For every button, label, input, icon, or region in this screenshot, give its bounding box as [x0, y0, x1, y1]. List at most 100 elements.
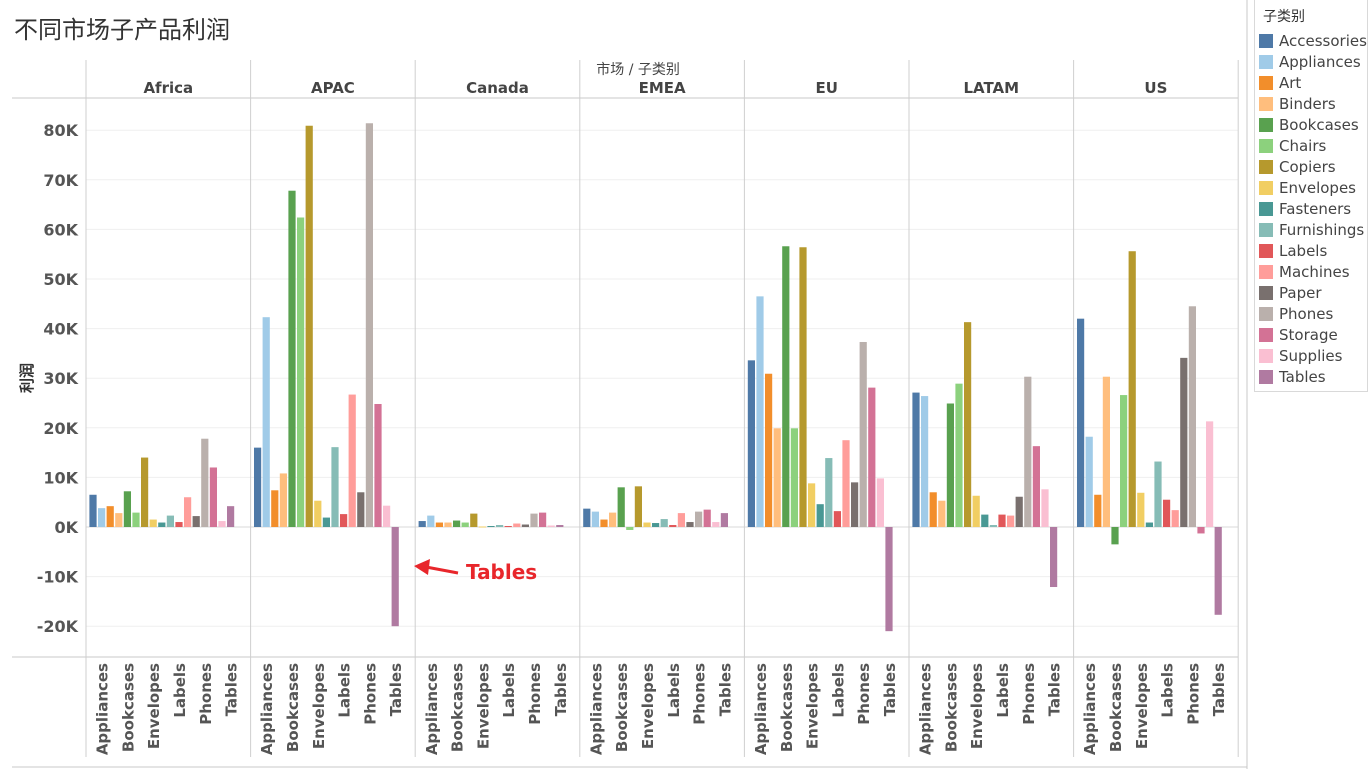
bar-africa-art[interactable]: [106, 506, 114, 527]
bar-apac-phones[interactable]: [365, 123, 373, 528]
bar-us-envelopes[interactable]: [1137, 492, 1145, 527]
bar-emea-machines[interactable]: [677, 513, 685, 527]
bar-latam-appliances[interactable]: [921, 396, 929, 527]
legend-item-envelopes[interactable]: Envelopes: [1255, 177, 1367, 198]
bar-africa-bookcases[interactable]: [123, 491, 131, 527]
bar-apac-paper[interactable]: [357, 492, 365, 527]
bar-canada-accessories[interactable]: [418, 521, 426, 527]
bar-latam-bookcases[interactable]: [946, 403, 954, 527]
bar-latam-copiers[interactable]: [964, 322, 972, 527]
bar-us-appliances[interactable]: [1085, 436, 1093, 527]
bar-africa-supplies[interactable]: [218, 521, 226, 527]
bar-eu-tables[interactable]: [885, 527, 893, 632]
bar-us-storage[interactable]: [1197, 527, 1205, 534]
bar-africa-chairs[interactable]: [132, 512, 140, 527]
bar-africa-labels[interactable]: [175, 522, 183, 527]
bar-emea-furnishings[interactable]: [660, 519, 668, 527]
bar-latam-machines[interactable]: [1007, 515, 1015, 527]
bar-emea-labels[interactable]: [669, 525, 677, 527]
bar-africa-copiers[interactable]: [141, 457, 149, 527]
bar-emea-bookcases[interactable]: [617, 487, 625, 527]
bar-us-copiers[interactable]: [1128, 251, 1136, 527]
legend-item-tables[interactable]: Tables: [1255, 366, 1367, 387]
bar-canada-supplies[interactable]: [547, 525, 555, 527]
legend-item-bookcases[interactable]: Bookcases: [1255, 114, 1367, 135]
legend-item-machines[interactable]: Machines: [1255, 261, 1367, 282]
bar-us-bookcases[interactable]: [1111, 527, 1119, 545]
legend-item-chairs[interactable]: Chairs: [1255, 135, 1367, 156]
bar-emea-supplies[interactable]: [712, 522, 720, 527]
bar-apac-fasteners[interactable]: [322, 517, 330, 527]
legend-item-furnishings[interactable]: Furnishings: [1255, 219, 1367, 240]
bar-emea-art[interactable]: [600, 519, 608, 527]
bar-us-art[interactable]: [1094, 494, 1102, 527]
bar-latam-paper[interactable]: [1015, 496, 1023, 527]
bar-apac-furnishings[interactable]: [331, 447, 339, 527]
bar-canada-phones[interactable]: [530, 513, 538, 527]
legend-item-paper[interactable]: Paper: [1255, 282, 1367, 303]
bar-apac-tables[interactable]: [391, 527, 399, 627]
legend-item-labels[interactable]: Labels: [1255, 240, 1367, 261]
bar-eu-envelopes[interactable]: [808, 483, 816, 527]
bar-eu-art[interactable]: [765, 373, 773, 527]
bar-africa-accessories[interactable]: [89, 494, 97, 527]
bar-canada-bookcases[interactable]: [453, 520, 461, 527]
bar-canada-paper[interactable]: [521, 524, 529, 527]
bar-africa-storage[interactable]: [209, 467, 217, 527]
legend-item-phones[interactable]: Phones: [1255, 303, 1367, 324]
bar-us-chairs[interactable]: [1120, 395, 1128, 527]
bar-canada-copiers[interactable]: [470, 513, 478, 527]
bar-apac-storage[interactable]: [374, 403, 382, 527]
bar-eu-copiers[interactable]: [799, 247, 807, 528]
bar-apac-appliances[interactable]: [262, 317, 270, 527]
bar-africa-binders[interactable]: [115, 513, 123, 527]
bar-eu-furnishings[interactable]: [825, 458, 833, 527]
bar-eu-binders[interactable]: [773, 428, 781, 527]
bar-us-supplies[interactable]: [1206, 421, 1214, 527]
bar-apac-binders[interactable]: [279, 473, 287, 527]
bar-us-furnishings[interactable]: [1154, 461, 1162, 527]
bar-emea-binders[interactable]: [609, 512, 617, 527]
bar-eu-chairs[interactable]: [790, 428, 798, 527]
bar-emea-paper[interactable]: [686, 522, 694, 527]
bar-us-fasteners[interactable]: [1145, 522, 1153, 527]
bar-canada-appliances[interactable]: [427, 515, 435, 527]
bar-eu-machines[interactable]: [842, 440, 850, 527]
bar-us-labels[interactable]: [1163, 499, 1171, 527]
bar-africa-paper[interactable]: [192, 516, 200, 527]
bar-apac-supplies[interactable]: [383, 505, 391, 527]
bar-latam-phones[interactable]: [1024, 376, 1032, 527]
bar-eu-phones[interactable]: [859, 341, 867, 527]
legend-item-appliances[interactable]: Appliances: [1255, 51, 1367, 72]
legend-item-storage[interactable]: Storage: [1255, 324, 1367, 345]
bar-canada-binders[interactable]: [444, 522, 452, 527]
bar-apac-chairs[interactable]: [297, 217, 305, 527]
bar-emea-appliances[interactable]: [591, 511, 599, 527]
bar-us-paper[interactable]: [1180, 357, 1188, 527]
bar-eu-storage[interactable]: [868, 387, 876, 527]
legend-item-art[interactable]: Art: [1255, 72, 1367, 93]
bar-latam-fasteners[interactable]: [981, 514, 989, 527]
bar-apac-art[interactable]: [271, 490, 279, 527]
bar-canada-chairs[interactable]: [461, 522, 469, 527]
legend-item-accessories[interactable]: Accessories: [1255, 30, 1367, 51]
bar-eu-appliances[interactable]: [756, 296, 764, 527]
bar-emea-tables[interactable]: [720, 513, 728, 527]
bar-emea-fasteners[interactable]: [652, 523, 660, 527]
bar-us-phones[interactable]: [1188, 306, 1196, 527]
bar-africa-appliances[interactable]: [98, 508, 106, 527]
bar-emea-chairs[interactable]: [626, 527, 634, 530]
bar-canada-machines[interactable]: [513, 523, 521, 527]
bar-latam-storage[interactable]: [1032, 446, 1040, 527]
bar-eu-fasteners[interactable]: [816, 504, 824, 527]
bar-latam-envelopes[interactable]: [972, 495, 980, 527]
bar-eu-supplies[interactable]: [876, 478, 884, 527]
bar-emea-envelopes[interactable]: [643, 522, 651, 527]
bar-africa-furnishings[interactable]: [166, 515, 174, 527]
bar-emea-accessories[interactable]: [583, 508, 591, 527]
legend-item-fasteners[interactable]: Fasteners: [1255, 198, 1367, 219]
legend-item-binders[interactable]: Binders: [1255, 93, 1367, 114]
bar-canada-storage[interactable]: [539, 512, 547, 527]
bar-latam-supplies[interactable]: [1041, 489, 1049, 527]
legend-item-supplies[interactable]: Supplies: [1255, 345, 1367, 366]
